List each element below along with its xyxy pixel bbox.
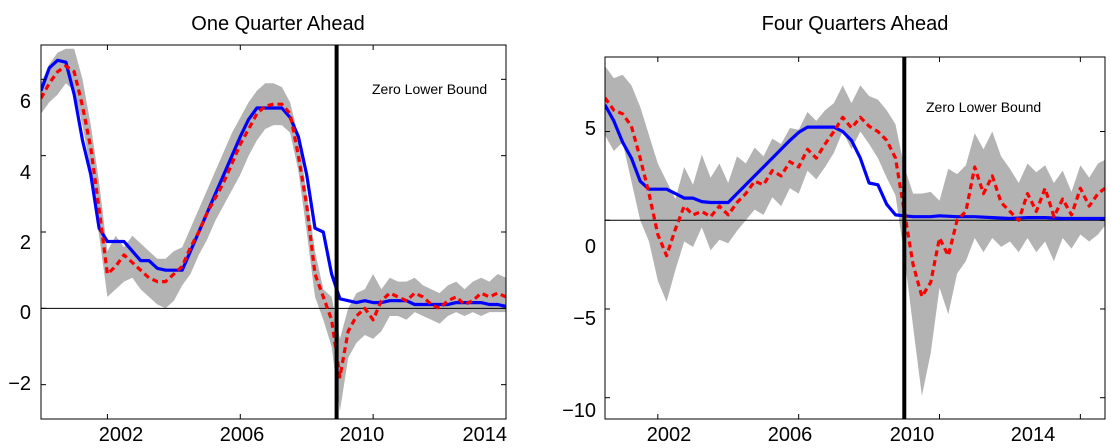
plot-area xyxy=(40,44,507,420)
y-tick-labels: −10 −5 0 5 xyxy=(562,118,596,422)
series-line-dashed xyxy=(605,96,1105,299)
x-tick-label: 2002 xyxy=(99,424,144,446)
y-tick-label: 0 xyxy=(20,302,31,324)
y-tick-label: 4 xyxy=(20,162,31,184)
confidence-band xyxy=(605,65,1105,396)
chart-one-quarter-ahead: One Quarter Ahead Zero Lower Bound 2002 … xyxy=(8,13,507,446)
chart-title: One Quarter Ahead xyxy=(191,13,364,35)
confidence-band xyxy=(41,48,506,412)
x-tick-labels: 2002 2006 2010 2014 xyxy=(99,424,507,446)
series-line-solid xyxy=(41,58,506,308)
x-tick-label: 2002 xyxy=(647,424,692,446)
chart-title: Four Quarters Ahead xyxy=(762,13,949,35)
x-tick-label: 2006 xyxy=(768,424,813,446)
y-tick-label: −2 xyxy=(8,373,31,395)
x-tick-label: 2010 xyxy=(890,424,935,446)
zlb-annotation: Zero Lower Bound xyxy=(926,99,1041,115)
y-tick-label: 6 xyxy=(20,91,31,113)
plot-area xyxy=(604,56,1106,420)
y-tick-label: −5 xyxy=(573,308,596,330)
y-tick-label: 2 xyxy=(20,232,31,254)
x-tick-labels: 2002 2006 2010 2014 xyxy=(647,424,1056,446)
y-tick-label: −10 xyxy=(562,400,596,422)
x-tick-label: 2014 xyxy=(463,424,508,446)
chart-four-quarters-ahead: Four Quarters Ahead Zero Lower Bound 200… xyxy=(562,13,1106,446)
zlb-annotation: Zero Lower Bound xyxy=(372,81,487,97)
series-line-solid xyxy=(605,104,1105,221)
axes-frame xyxy=(604,56,1106,420)
y-tick-label: 5 xyxy=(585,118,596,140)
x-tick-label: 2014 xyxy=(1011,424,1056,446)
x-tick-label: 2006 xyxy=(220,424,265,446)
axes-frame xyxy=(40,44,507,420)
plot-marks xyxy=(605,65,1105,396)
y-tick-labels: −2 0 2 4 6 xyxy=(8,91,31,395)
plot-marks xyxy=(41,48,506,412)
x-tick-label: 2010 xyxy=(340,424,385,446)
series-line-dashed xyxy=(41,64,506,379)
y-tick-label: 0 xyxy=(585,236,596,258)
